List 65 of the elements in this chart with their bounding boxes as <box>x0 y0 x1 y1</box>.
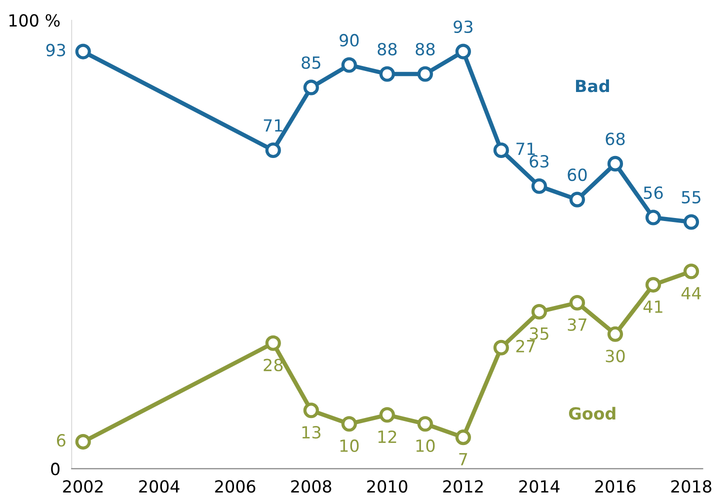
point <box>379 407 395 423</box>
data-label: 10 <box>340 439 359 452</box>
point <box>265 335 281 351</box>
data-label: 35 <box>530 327 548 340</box>
data-label: 10 <box>416 439 435 452</box>
point <box>493 142 509 158</box>
data-label: 7 <box>459 453 468 466</box>
point <box>379 66 395 82</box>
data-label: 13 <box>302 426 320 439</box>
data-label: 71 <box>516 142 535 155</box>
point <box>607 156 624 172</box>
point <box>303 402 319 418</box>
x-tick-label: 2004 <box>139 480 180 493</box>
data-label: 12 <box>378 430 396 443</box>
data-label: 93 <box>46 44 66 56</box>
y-tick-label: 0 <box>51 462 60 476</box>
point <box>455 430 471 446</box>
data-label: 41 <box>643 300 662 313</box>
x-tick-label: 2016 <box>595 480 636 493</box>
data-label: 30 <box>606 350 625 362</box>
x-tick-label: 2002 <box>63 480 103 493</box>
data-label: 28 <box>264 358 283 372</box>
point <box>455 44 471 60</box>
data-label: 88 <box>378 42 397 56</box>
point <box>75 434 91 450</box>
data-label: 6 <box>56 434 66 447</box>
point <box>493 340 509 356</box>
point <box>645 277 662 293</box>
data-label: 55 <box>682 191 700 204</box>
x-tick-label: 2006 <box>215 480 256 493</box>
y-tick-label: 100 % <box>9 14 60 27</box>
data-label: 71 <box>264 119 282 132</box>
data-label: 27 <box>516 340 535 352</box>
point <box>417 416 433 432</box>
data-label: 63 <box>530 155 548 168</box>
point <box>75 44 91 60</box>
point <box>645 210 662 226</box>
data-label: 90 <box>340 34 359 47</box>
point <box>607 326 624 342</box>
x-tick-label: 2018 <box>671 480 712 493</box>
point <box>341 57 357 73</box>
data-label: 85 <box>302 56 320 69</box>
data-label: 56 <box>644 186 663 200</box>
data-label: 44 <box>681 287 701 300</box>
point <box>531 178 547 194</box>
point <box>341 416 357 432</box>
point <box>569 192 586 208</box>
text: Bad <box>576 79 609 92</box>
x-tick-label: 2012 <box>443 480 483 493</box>
data-label: 60 <box>568 168 587 182</box>
point <box>303 80 319 96</box>
text: Good <box>569 406 616 420</box>
data-label: 68 <box>606 132 625 146</box>
point <box>683 214 700 230</box>
data-label: 88 <box>416 42 435 56</box>
point <box>265 142 281 158</box>
point <box>531 304 547 320</box>
point <box>569 294 586 311</box>
point <box>417 66 433 82</box>
x-tick-label: 2010 <box>367 480 408 493</box>
data-label: 93 <box>454 20 472 34</box>
x-tick-label: 2008 <box>291 480 332 493</box>
x-tick-label: 2014 <box>519 480 560 493</box>
data-label: 37 <box>568 318 586 331</box>
point <box>683 264 700 280</box>
